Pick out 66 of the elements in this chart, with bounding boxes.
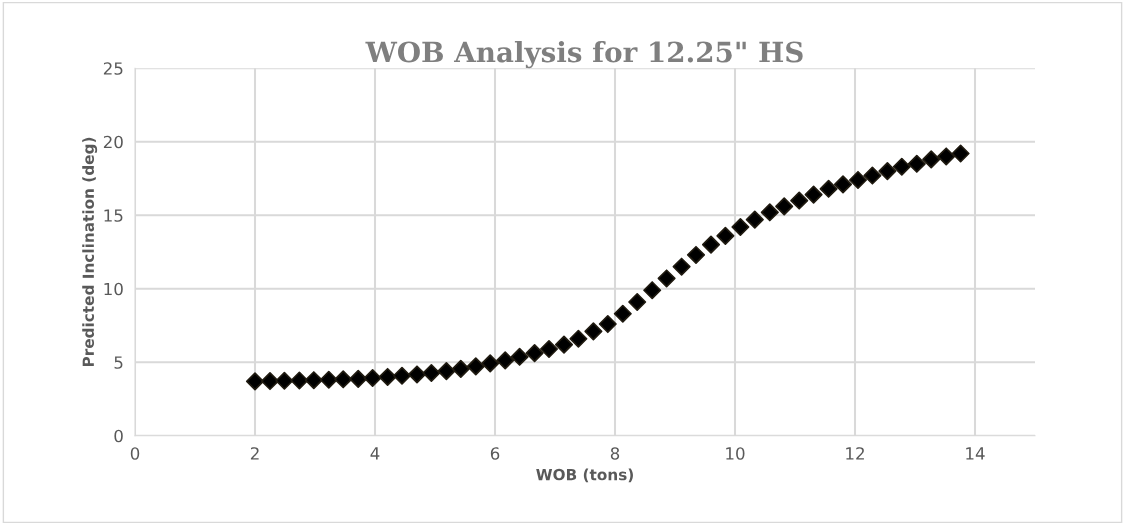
y-tick-label: 25 [103,62,123,75]
x-tick-label: 8 [610,447,620,460]
point [760,203,779,222]
point [525,344,544,363]
point [716,226,735,245]
point [584,322,603,341]
chart-title: WOB Analysis for 12.25" HS [365,40,803,69]
y-tick-label: 20 [103,135,123,149]
point [363,368,382,388]
point [496,351,515,370]
point [378,367,397,387]
point [554,335,574,354]
point [628,292,647,312]
point [878,162,897,181]
point [775,197,794,216]
point [569,329,588,348]
point [260,372,280,391]
point [245,372,265,391]
point [392,366,412,385]
y-tick-label: 10 [104,282,123,296]
x-tick-label: 12 [846,447,864,460]
x-tick-label: 14 [966,447,985,460]
point [701,235,721,254]
point [319,370,338,389]
point [951,144,970,163]
point [422,363,441,383]
x-tick-label: 2 [250,447,259,460]
point [907,154,926,173]
point [437,362,456,381]
x-tick-label: 10 [726,447,745,460]
point [466,357,485,376]
y-tick-label: 5 [114,356,123,369]
point [731,217,750,237]
point [819,179,838,198]
point [672,257,691,276]
point [510,347,529,366]
x-tick-label: 4 [370,447,380,460]
point [790,191,809,210]
point [304,371,323,390]
point [937,147,956,166]
point [848,170,868,190]
point [275,371,294,390]
y-axis-title: Predicted Inclination (deg) [82,137,98,367]
x-axis-title: WOB (tons) [536,468,633,483]
point [892,157,911,176]
point [657,269,676,288]
point [334,370,353,389]
point [686,245,706,264]
x-tick-label: 6 [490,447,500,460]
point [598,314,617,334]
y-tick-label: 15 [104,209,123,222]
point [804,185,823,204]
point [833,175,853,194]
x-tick-label: 0 [130,447,140,460]
point [451,359,470,378]
point [481,354,500,373]
y-tick-label: 0 [114,429,123,443]
point [863,166,882,185]
point [407,365,427,384]
point [643,281,662,300]
point [613,304,632,323]
point [349,369,368,388]
point [745,210,764,229]
point [922,150,941,169]
point [290,371,309,390]
point [539,339,559,359]
